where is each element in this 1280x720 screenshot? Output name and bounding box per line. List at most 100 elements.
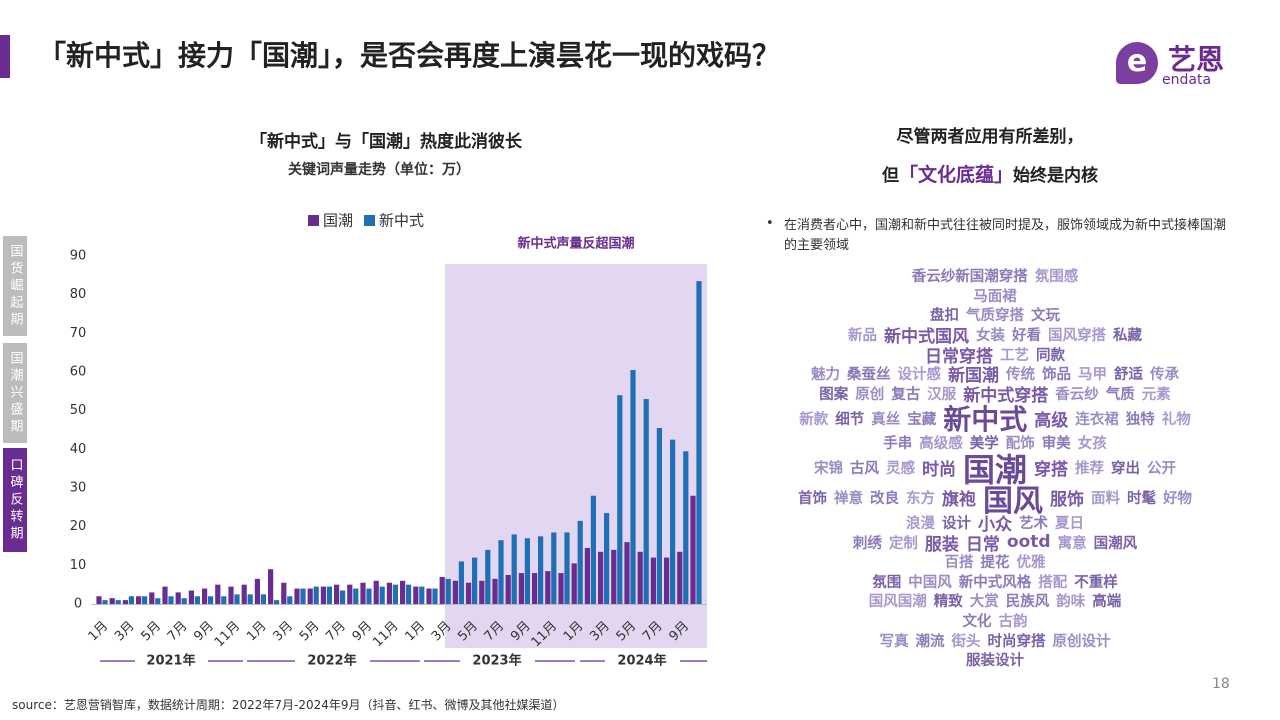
word: 旗袍 — [942, 490, 976, 511]
y-tick-label: 20 — [70, 519, 87, 534]
word: 气质 — [1105, 386, 1135, 403]
bar — [287, 596, 293, 604]
x-tick-label: 3月 — [112, 619, 138, 645]
word: 美学 — [969, 436, 999, 453]
word: 好物 — [1163, 491, 1192, 508]
word: 禅意 — [834, 491, 863, 508]
bar — [564, 532, 570, 604]
word: 刺绣 — [852, 535, 882, 552]
word: 连衣裙 — [1075, 411, 1119, 428]
word: 新中式穿搭 — [963, 385, 1049, 406]
title-bar — [0, 35, 10, 78]
bar — [492, 578, 498, 604]
bar — [334, 584, 340, 604]
word-row: 服装设计 — [755, 650, 1235, 670]
year-label: 2021年 — [146, 653, 195, 669]
logo-sub: endata — [1162, 72, 1212, 88]
word: 桑蚕丝 — [847, 367, 891, 384]
bar — [413, 586, 419, 604]
bar — [551, 532, 557, 604]
bar — [128, 596, 134, 604]
bar — [664, 557, 670, 604]
word: 改良 — [870, 491, 899, 508]
bar — [577, 520, 583, 604]
word: 国潮风 — [1093, 535, 1138, 552]
word: 女装 — [976, 328, 1005, 345]
word: 服装 — [924, 534, 959, 555]
bar — [340, 590, 346, 604]
x-tick-label: 1月 — [86, 619, 112, 645]
bar — [366, 588, 372, 604]
word-row: 日常穿搭 工艺 同款 — [755, 344, 1235, 367]
word: 国风国潮 — [868, 594, 927, 611]
bar — [268, 569, 274, 604]
x-tick-label: 7月 — [165, 619, 191, 645]
word-row: 手串 高级感 美学 配饰 审美 女孩 — [755, 433, 1235, 453]
logo: 艺恩 — [1168, 43, 1225, 76]
y-tick-label: 40 — [70, 442, 87, 457]
bar — [102, 600, 108, 604]
y-tick-label: 60 — [70, 365, 87, 380]
word-row: 魅力 桑蚕丝 设计感 新国潮 传统 饰品 马甲 舒适 传承 — [755, 364, 1235, 387]
bar — [558, 573, 564, 604]
word-row: 百搭 提花 优雅 — [755, 552, 1235, 572]
bar — [590, 495, 596, 604]
legend-label: 国潮 — [323, 212, 353, 230]
bar — [624, 542, 630, 604]
word: 女孩 — [1077, 436, 1107, 453]
word: 气质穿搭 — [966, 308, 1024, 325]
bar — [643, 399, 649, 604]
bar — [142, 596, 148, 604]
word: 新中式国风 — [884, 327, 969, 348]
tab: 国货崛起期 — [3, 236, 27, 336]
word: 新中式 — [943, 403, 1028, 437]
bar — [485, 549, 491, 604]
bar — [571, 563, 577, 604]
bullet: 在消费者心中，国潮和新中式往往被同时提及，服饰领域成为新中式接棒国潮的主要领域 — [784, 218, 1227, 253]
word: 私藏 — [1113, 328, 1142, 345]
bar — [584, 547, 590, 604]
word: 街头 — [951, 633, 981, 650]
x-tick-label: 11月 — [370, 619, 401, 650]
bar — [234, 594, 240, 604]
word: ootd — [1006, 532, 1051, 553]
annotation: 新中式声量反超国潮 — [517, 236, 634, 252]
word: 公开 — [1147, 461, 1176, 478]
word: 设计感 — [897, 367, 942, 384]
word: 盘扣 — [930, 308, 959, 325]
word: 配饰 — [1005, 436, 1035, 453]
word: 图案 — [819, 386, 849, 403]
word: 原创设计 — [1052, 633, 1111, 650]
word: 审美 — [1041, 436, 1071, 453]
bar — [274, 600, 280, 604]
bar — [208, 596, 214, 604]
bar — [149, 592, 155, 604]
word: 新国潮 — [948, 366, 999, 387]
word: 高级 — [1034, 410, 1069, 431]
word-row: 氛围 中国风 新中式风格 搭配 不重样 — [755, 572, 1235, 592]
bar — [281, 582, 287, 604]
text: 始终是内核 — [1013, 166, 1098, 186]
word: 民族风 — [1005, 594, 1050, 611]
bar — [313, 586, 319, 604]
chart: 「新中式」与「国潮」热度此消彼长 关键词声量走势（单位：万） 新中式声量反超国潮… — [70, 131, 707, 669]
bar — [532, 573, 538, 604]
page-number: 18 — [1212, 676, 1230, 692]
word: 夏日 — [1055, 516, 1084, 533]
word: 饰品 — [1042, 367, 1071, 384]
bar — [115, 600, 121, 604]
bar — [466, 582, 472, 604]
x-tick-label: 3月 — [270, 619, 296, 645]
bar — [505, 575, 511, 604]
tab: 口碑反转期 — [3, 448, 27, 552]
word: 真丝 — [871, 411, 901, 428]
word: 面料 — [1091, 491, 1120, 508]
bar — [386, 582, 392, 604]
word: 日常 — [965, 534, 1000, 555]
bar — [326, 586, 332, 604]
word: 香云纱 — [1055, 386, 1099, 403]
word: 百搭 — [944, 555, 974, 572]
word-row: 盘扣 气质穿搭 文玩 — [755, 305, 1235, 325]
bar — [260, 594, 266, 604]
bar — [215, 584, 221, 604]
